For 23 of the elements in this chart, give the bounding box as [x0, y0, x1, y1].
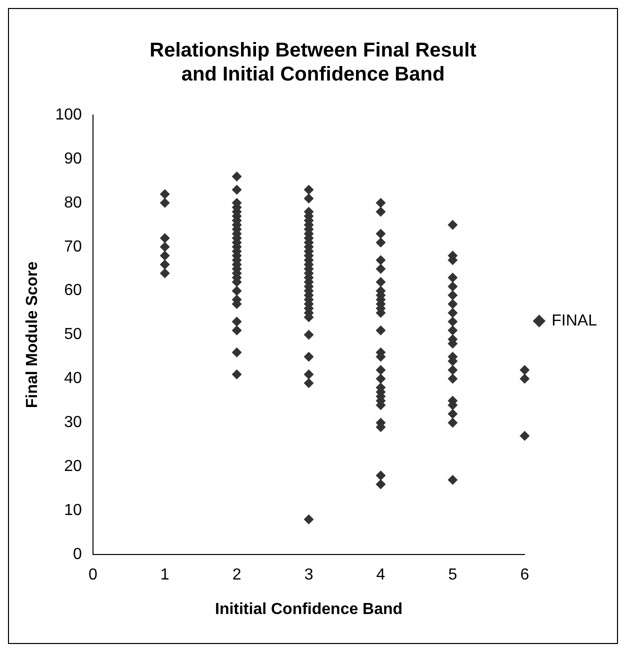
x-tick-label: 0 — [88, 566, 98, 584]
y-tick-label: 90 — [64, 150, 82, 168]
y-tick-label: 50 — [64, 326, 82, 344]
x-tick-label: 3 — [304, 566, 314, 584]
y-tick-label: 70 — [64, 238, 82, 256]
x-tick-label: 1 — [160, 566, 170, 584]
text: Relationship Between Final Result — [150, 40, 476, 62]
y-tick-label: 10 — [64, 502, 82, 520]
x-tick-label: 5 — [448, 566, 458, 584]
y-tick-label: 0 — [72, 546, 82, 564]
legend-label: FINAL — [552, 312, 598, 330]
y-tick-label: 80 — [64, 194, 82, 212]
x-axis-title: Inititial Confidence Band — [214, 600, 403, 618]
x-tick-label: 6 — [520, 566, 530, 584]
y-tick-label: 60 — [64, 282, 82, 300]
x-tick-label: 4 — [376, 566, 386, 584]
y-tick-label: 100 — [55, 106, 82, 124]
x-tick-label: 2 — [232, 566, 242, 584]
text: and Initial Confidence Band — [181, 64, 445, 86]
y-axis-title: Final Module Score — [24, 261, 42, 408]
y-tick-label: 30 — [64, 414, 82, 432]
y-tick-label: 40 — [64, 370, 82, 388]
y-tick-label: 20 — [64, 458, 82, 476]
